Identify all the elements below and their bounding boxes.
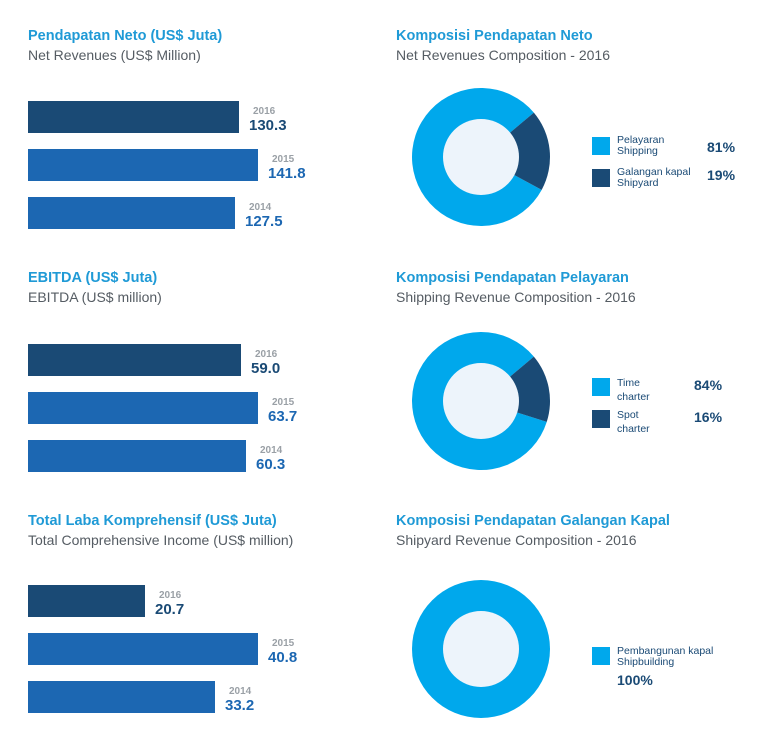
revenue-composition-title: Komposisi Pendapatan Neto — [396, 28, 593, 44]
bar-value-label: 33.2 — [225, 697, 255, 714]
bar-value-label: 20.7 — [155, 601, 185, 618]
bar-year-label: 2015 — [272, 397, 295, 408]
bar-2016 — [28, 101, 239, 133]
bar-year-label: 2016 — [255, 349, 278, 360]
bar-value-label: 60.3 — [256, 456, 286, 473]
bar-value-label: 141.8 — [268, 165, 306, 182]
legend-label-time-charter-2: charter — [617, 391, 650, 403]
legend-swatch-shipbuilding — [592, 647, 610, 665]
legend-pct-spot-charter: 16% — [694, 409, 723, 425]
legend-label-spot-charter-2: charter — [617, 423, 650, 435]
shipyard-composition-title: Komposisi Pendapatan Galangan Kapal — [396, 513, 670, 529]
legend-label-shipbuilding-id: Pembangunan kapal — [617, 645, 714, 657]
legend-label-shipyard-en: Shipyard — [617, 177, 659, 189]
bar-value-label: 127.5 — [245, 213, 283, 230]
bar-value-label: 63.7 — [268, 408, 298, 425]
legend-swatch-time-charter — [592, 378, 610, 396]
bar-value-label: 130.3 — [249, 117, 287, 134]
shipping-composition-title: Komposisi Pendapatan Pelayaran — [396, 270, 629, 286]
bar-year-label: 2015 — [272, 154, 295, 165]
bar-year-label: 2016 — [253, 106, 276, 117]
bar-2016 — [28, 344, 241, 376]
legend-pct-time-charter: 84% — [694, 377, 723, 393]
bar-value-label: 59.0 — [251, 360, 281, 377]
legend-label-shipping-en: Shipping — [617, 145, 658, 157]
shipping-composition-donut — [412, 332, 550, 470]
bar-year-label: 2015 — [272, 638, 295, 649]
legend-swatch-spot-charter — [592, 410, 610, 428]
bar-2015 — [28, 149, 258, 181]
legend-label-shipyard-id: Galangan kapal — [617, 166, 691, 178]
donut-hole — [443, 363, 519, 439]
legend-label-spot-charter-1: Spot — [617, 409, 639, 421]
bar-2014 — [28, 681, 215, 713]
comprehensive-income-title: Total Laba Komprehensif (US$ Juta) — [28, 513, 277, 529]
legend-pct-shipbuilding: 100% — [617, 672, 653, 688]
bar-year-label: 2014 — [249, 202, 272, 213]
bar-2015 — [28, 392, 258, 424]
bar-2014 — [28, 197, 235, 229]
ebitda-title: EBITDA (US$ Juta) — [28, 270, 158, 286]
bar-value-label: 40.8 — [268, 649, 298, 666]
shipyard-composition-donut — [412, 580, 550, 718]
bar-year-label: 2014 — [260, 445, 283, 456]
legend-label-shipping-id: Pelayaran — [617, 134, 665, 146]
bar-year-label: 2016 — [159, 590, 182, 601]
bar-2014 — [28, 440, 246, 472]
ebitda-subtitle: EBITDA (US$ million) — [28, 289, 162, 305]
bar-2015 — [28, 633, 258, 665]
bar-year-label: 2014 — [229, 686, 252, 697]
comprehensive-income-subtitle: Total Comprehensive Income (US$ million) — [28, 532, 294, 548]
bar-2016 — [28, 585, 145, 617]
legend-swatch-shipyard — [592, 169, 610, 187]
legend-pct-shipping: 81% — [707, 139, 736, 155]
legend-label-shipbuilding-en: Shipbuilding — [617, 656, 675, 668]
legend-label-time-charter-1: Time — [617, 377, 640, 389]
donut-hole — [443, 611, 519, 687]
net-revenues-title: Pendapatan Neto (US$ Juta) — [28, 28, 223, 44]
revenue-composition-subtitle: Net Revenues Composition - 2016 — [396, 47, 611, 63]
revenue-composition-donut — [412, 88, 550, 227]
net-revenues-subtitle: Net Revenues (US$ Million) — [28, 47, 201, 63]
shipyard-composition-subtitle: Shipyard Revenue Composition - 2016 — [396, 532, 637, 548]
shipping-composition-subtitle: Shipping Revenue Composition - 2016 — [396, 289, 636, 305]
legend-swatch-shipping — [592, 137, 610, 155]
legend-pct-shipyard: 19% — [707, 167, 736, 183]
donut-hole — [443, 119, 519, 195]
